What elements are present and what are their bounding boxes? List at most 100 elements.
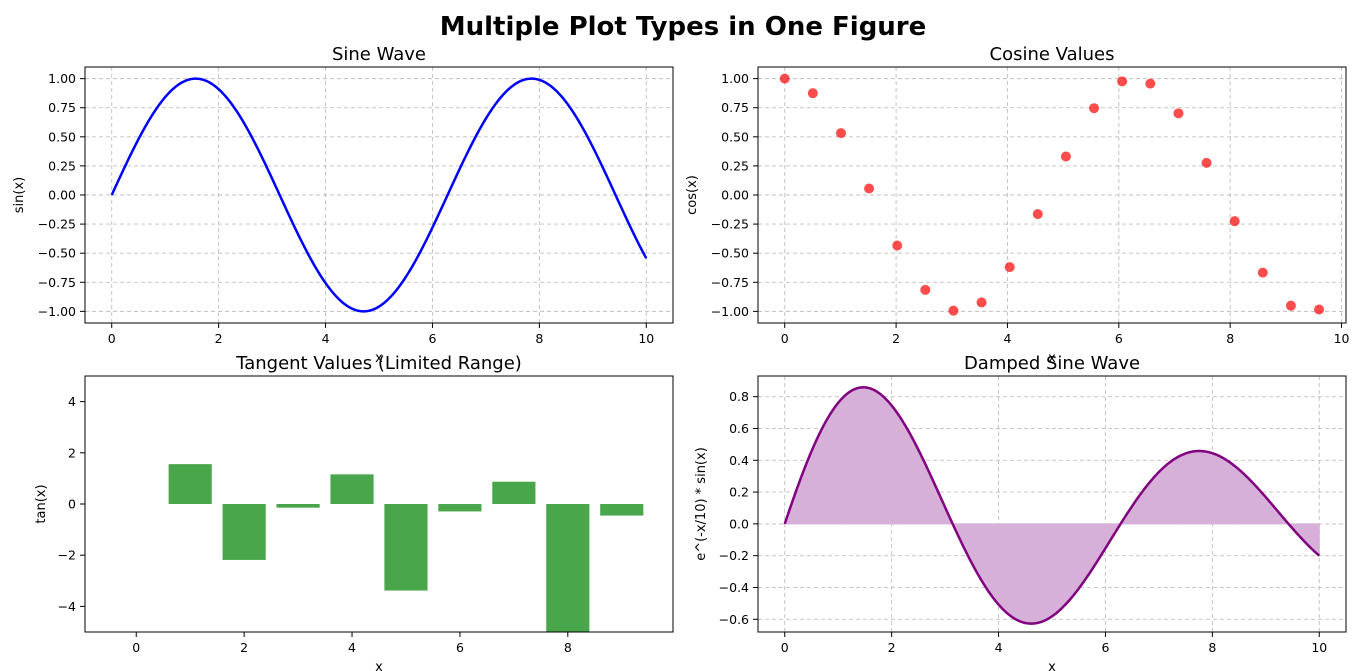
scatter-point (1285, 300, 1296, 311)
x-tick-label: 2 (888, 640, 896, 655)
x-tick-label: 10 (638, 331, 654, 346)
x-tick-label: 6 (1115, 331, 1123, 346)
y-axis-label: tan(x) (34, 484, 49, 523)
x-tick-label: 6 (428, 331, 436, 346)
x-tick-label: 6 (456, 640, 464, 655)
y-tick-label: 0.50 (721, 129, 749, 144)
scatter-point (1004, 262, 1015, 273)
scatter-point (976, 297, 987, 308)
y-tick-label: 0.50 (48, 129, 76, 144)
subplot-title: Tangent Values (Limited Range) (235, 353, 522, 374)
y-tick-label: 0.75 (721, 100, 749, 115)
series-line (110, 77, 648, 313)
bar (168, 464, 212, 504)
x-tick-label: 4 (995, 640, 1003, 655)
subplot-3: 0 2 4 6 8 −4 −2 0 2 4 Tangent Values (Limited Rang… (34, 353, 674, 671)
y-tick-label: −0.4 (719, 580, 749, 595)
scatter-point (864, 183, 875, 194)
y-tick-label: −0.25 (711, 217, 749, 232)
bar (600, 504, 644, 516)
scatter-point (1257, 267, 1268, 278)
y-tick-label: 0.25 (721, 158, 749, 173)
bar (438, 504, 482, 512)
y-tick-label: −0.50 (38, 246, 76, 261)
subplot-title: Sine Wave (332, 44, 426, 65)
scatter-point (835, 128, 846, 139)
y-tick-label: −0.6 (719, 612, 749, 627)
x-axis-label: x (375, 351, 383, 366)
scatter-point (779, 73, 790, 84)
scatter-point (1089, 103, 1100, 114)
x-tick-label: 8 (1208, 640, 1216, 655)
axes-frame (757, 375, 1347, 633)
scatter-point (807, 88, 818, 99)
y-tick-label: −0.75 (711, 275, 749, 290)
y-tick-label: 0.8 (729, 389, 749, 404)
x-tick-label: 2 (215, 331, 223, 346)
y-tick-label: 0.2 (729, 485, 749, 500)
plot-area (114, 464, 644, 632)
y-tick-label: 0.4 (729, 453, 749, 468)
bar (330, 474, 374, 504)
y-tick-label: 2 (68, 445, 76, 460)
subplot-2: 0 2 4 6 8 10 −1.00 −0.75 −0.50 −0.25 0.00 0.25 0.50 0… (685, 44, 1350, 366)
scatter-point (1060, 151, 1071, 162)
y-tick-label: 0.25 (48, 158, 76, 173)
y-tick-label: −4 (58, 599, 76, 614)
bar (222, 504, 266, 560)
subplot-1: 0 2 4 6 8 10 −1.00 −0.75 −0.50 −0.25 0.00 0.25 0.50 0… (12, 44, 674, 366)
y-tick-label: 1.00 (48, 71, 76, 86)
x-axis-label: x (1048, 660, 1056, 671)
x-tick-label: 8 (1226, 331, 1234, 346)
scatter-point (920, 284, 931, 295)
y-tick-label: −2 (58, 548, 76, 563)
series-line (783, 386, 1321, 625)
plot-area (779, 73, 1325, 316)
scatter-point (1117, 76, 1128, 87)
x-tick-label: 10 (1334, 331, 1350, 346)
scatter-point (892, 240, 903, 251)
y-tick-label: 0.0 (729, 516, 749, 531)
x-tick-label: 2 (240, 640, 248, 655)
x-tick-label: 2 (892, 331, 900, 346)
scatter-point (1145, 78, 1156, 89)
bar (546, 504, 590, 632)
plot-area (110, 77, 648, 313)
y-tick-label: −1.00 (711, 304, 749, 319)
x-tick-label: 4 (1003, 331, 1011, 346)
y-axis-label: cos(x) (685, 175, 700, 215)
y-tick-label: −0.75 (38, 275, 76, 290)
scatter-point (1229, 216, 1240, 227)
x-tick-label: 0 (108, 331, 116, 346)
subplot-title: Damped Sine Wave (964, 353, 1140, 374)
plot-area (783, 386, 1321, 625)
scatter-point (1314, 304, 1325, 315)
y-tick-label: 0.75 (48, 100, 76, 115)
y-tick-label: −0.50 (711, 246, 749, 261)
x-tick-label: 10 (1311, 640, 1327, 655)
y-tick-label: −0.25 (38, 217, 76, 232)
x-tick-label: 4 (348, 640, 356, 655)
bar (276, 504, 320, 508)
x-tick-label: 0 (781, 331, 789, 346)
y-axis-label: e^(-x/10) * sin(x) (694, 447, 709, 561)
scatter-point (948, 305, 959, 316)
scatter-point (1201, 157, 1212, 168)
bar (492, 481, 536, 504)
area-fill (784, 386, 1320, 625)
x-tick-label: 0 (781, 640, 789, 655)
x-tick-label: 0 (132, 640, 140, 655)
y-tick-label: 0.6 (729, 421, 749, 436)
subplot-4: 0 2 4 6 8 10 −0.6 −0.4 −0.2 0.0 0.2 0.4 0.6 0.8 Damped… (694, 353, 1347, 671)
figure-title: Multiple Plot Types in One Figure (440, 12, 927, 42)
y-tick-label: −1.00 (38, 304, 76, 319)
y-tick-label: −0.2 (719, 548, 749, 563)
y-tick-label: 1.00 (721, 71, 749, 86)
scatter-point (1173, 108, 1184, 119)
scatter-point (1032, 209, 1043, 220)
x-tick-label: 6 (1101, 640, 1109, 655)
x-tick-label: 8 (564, 640, 572, 655)
y-tick-label: 0.00 (721, 188, 749, 203)
y-tick-label: 0.00 (48, 188, 76, 203)
